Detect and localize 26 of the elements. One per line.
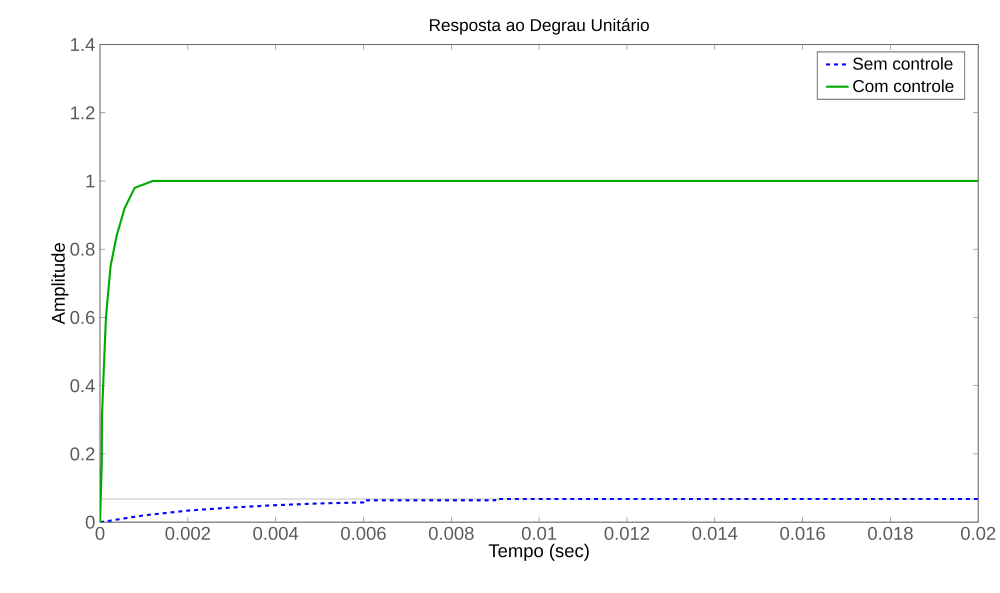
x-tick-label: 0.01 <box>522 526 556 540</box>
x-tick-label: 0.008 <box>428 526 474 540</box>
y-tick-label: 0.2 <box>70 447 94 460</box>
y-tick-label: 0.6 <box>70 310 95 324</box>
legend-label: Sem controle <box>853 56 953 70</box>
x-tick-label: 0.004 <box>253 526 298 540</box>
y-tick-label: 0.8 <box>70 242 95 256</box>
x-tick-label: 0.002 <box>165 526 210 540</box>
x-tick-label: 0.012 <box>604 526 650 540</box>
y-tick-label: 1.4 <box>71 38 95 51</box>
y-axis-title: Amplitude <box>51 242 69 324</box>
y-tick-label: 0.4 <box>70 378 95 392</box>
x-tick-label: 0.016 <box>780 526 825 540</box>
x-axis-title: Tempo (sec) <box>488 544 589 561</box>
chart-title: Resposta ao Degrau Unitário <box>430 18 649 34</box>
y-tick-label: 1 <box>86 174 94 188</box>
x-tick-label: 0 <box>96 526 104 540</box>
legend-label: Com controle <box>853 79 954 92</box>
x-tick-label: 0.014 <box>692 526 738 540</box>
line-series <box>100 180 978 522</box>
x-tick-label: 0.006 <box>341 526 386 540</box>
y-tick-label: 0 <box>86 515 95 529</box>
x-tick-label: 0.018 <box>868 526 913 540</box>
line-series <box>100 498 978 522</box>
y-tick-label: 1.2 <box>71 106 94 119</box>
x-tick-label: 0.02 <box>961 526 996 540</box>
